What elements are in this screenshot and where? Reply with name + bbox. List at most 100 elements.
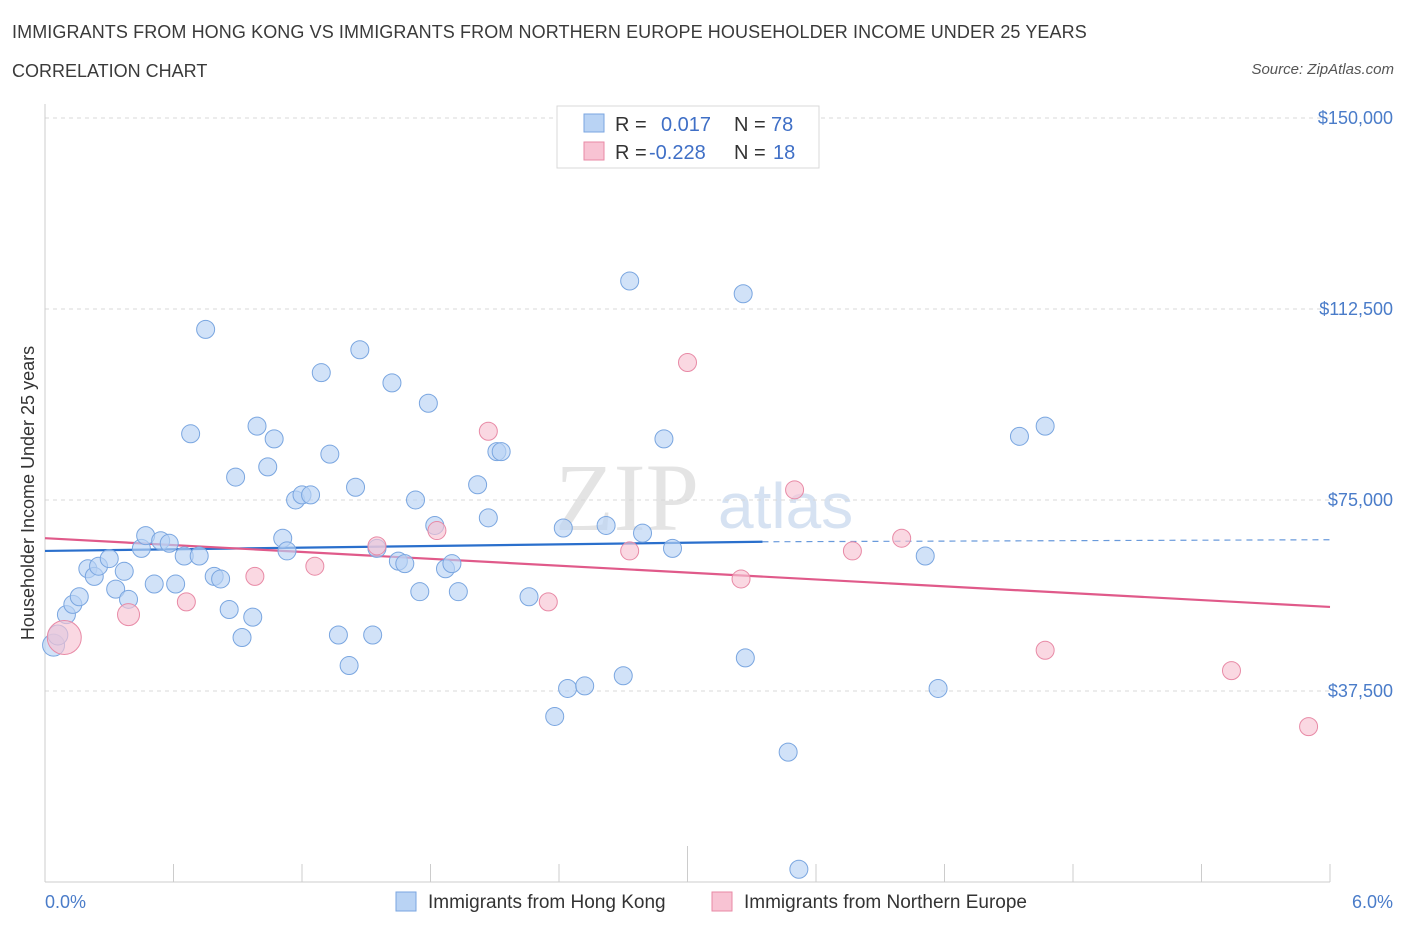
x-tick-label-1: 6.0% [1352, 892, 1393, 912]
point-northern-europe-8 [538, 592, 558, 612]
point-hong-kong-9 [106, 579, 126, 599]
point-northern-europe-1 [117, 603, 141, 627]
x-tick-labels: 0.0% 6.0% [45, 892, 1393, 912]
point-northern-europe-16 [1221, 661, 1241, 681]
point-hong-kong-70 [735, 648, 755, 668]
point-hong-kong-30 [264, 429, 284, 449]
point-northern-europe-13 [842, 541, 862, 561]
axes [44, 104, 1331, 883]
watermark: ZIP atlas [555, 444, 853, 551]
point-hong-kong-44 [382, 373, 402, 393]
point-hong-kong-35 [301, 485, 321, 505]
point-hong-kong-61 [558, 678, 578, 698]
y-axis-label: Householder Income Under 25 years [18, 346, 38, 640]
point-northern-europe-14 [892, 528, 912, 548]
y-tick-label-3: $150,000 [1318, 108, 1393, 128]
legend-swatch-northern-europe [583, 141, 605, 161]
gridlines [45, 117, 1330, 692]
point-hong-kong-37 [320, 444, 340, 464]
legend-swatch-hong-kong [583, 113, 605, 133]
point-northern-europe-6 [427, 521, 447, 541]
point-hong-kong-62 [575, 676, 595, 696]
point-northern-europe-15 [1035, 640, 1055, 660]
point-hong-kong-28 [247, 416, 267, 436]
legend-n-label-1: N = [734, 114, 766, 136]
legend-n-value-2: 18 [773, 142, 795, 164]
point-hong-kong-26 [232, 628, 252, 648]
y-tick-label-0: $37,500 [1328, 681, 1393, 701]
point-hong-kong-69 [733, 284, 753, 304]
point-northern-europe-2 [176, 592, 196, 612]
point-hong-kong-58 [519, 587, 539, 607]
point-hong-kong-54 [468, 475, 488, 495]
point-hong-kong-60 [553, 518, 573, 538]
stats-legend: R = 0.017 N = 78 R = -0.228 N = 18 [556, 105, 820, 169]
point-hong-kong-46 [395, 554, 415, 574]
point-hong-kong-23 [211, 569, 231, 589]
watermark-zip: ZIP [555, 444, 699, 551]
point-hong-kong-59 [545, 706, 565, 726]
point-hong-kong-17 [166, 574, 186, 594]
point-hong-kong-8 [99, 549, 119, 569]
point-hong-kong-19 [181, 424, 201, 444]
point-hong-kong-76 [1035, 416, 1055, 436]
point-northern-europe-12 [785, 480, 805, 500]
point-hong-kong-16 [159, 533, 179, 553]
point-hong-kong-41 [350, 340, 370, 360]
point-hong-kong-66 [633, 523, 653, 543]
point-hong-kong-36 [311, 363, 331, 383]
point-hong-kong-57 [491, 442, 511, 462]
point-hong-kong-75 [1009, 426, 1029, 446]
point-hong-kong-53 [448, 582, 468, 602]
y-tick-labels: $37,500 $75,000 $112,500 $150,000 [1318, 108, 1393, 701]
data-points [42, 271, 1319, 879]
point-hong-kong-32 [277, 541, 297, 561]
legend-r-value-2: -0.228 [649, 142, 706, 164]
point-hong-kong-73 [915, 546, 935, 566]
legend-r-label-2: R = [615, 142, 647, 164]
point-hong-kong-40 [346, 477, 366, 497]
chart-subtitle: CORRELATION CHART [12, 61, 208, 81]
point-hong-kong-48 [410, 582, 430, 602]
point-hong-kong-29 [258, 457, 278, 477]
point-hong-kong-52 [442, 554, 462, 574]
point-northern-europe-17 [1299, 717, 1319, 737]
point-hong-kong-21 [196, 319, 216, 339]
point-northern-europe-9 [620, 541, 640, 561]
legend-r-label-1: R = [615, 114, 647, 136]
y-tick-label-1: $75,000 [1328, 490, 1393, 510]
point-hong-kong-4 [69, 587, 89, 607]
trend-line-northern-europe [44, 537, 1331, 609]
point-hong-kong-72 [789, 859, 809, 879]
point-hong-kong-64 [613, 666, 633, 686]
point-northern-europe-3 [245, 566, 265, 586]
watermark-atlas: atlas [718, 470, 853, 542]
point-hong-kong-55 [478, 508, 498, 528]
point-hong-kong-24 [219, 600, 239, 620]
point-hong-kong-42 [363, 625, 383, 645]
point-hong-kong-27 [243, 607, 263, 627]
legend-n-value-1: 78 [771, 114, 793, 136]
point-hong-kong-67 [654, 429, 674, 449]
point-northern-europe-11 [731, 569, 751, 589]
series-legend-swatch-hong-kong [395, 891, 417, 912]
source-credit: Source: ZipAtlas.com [1251, 61, 1394, 78]
series-legend-swatch-northern-europe [711, 891, 733, 912]
point-hong-kong-20 [189, 546, 209, 566]
point-hong-kong-14 [144, 574, 164, 594]
point-hong-kong-38 [328, 625, 348, 645]
legend-r-value-1: 0.017 [661, 114, 711, 136]
point-northern-europe-10 [678, 352, 697, 372]
x-tick-label-0: 0.0% [45, 892, 86, 912]
series-legend-label-hong-kong: Immigrants from Hong Kong [428, 892, 666, 913]
point-hong-kong-39 [339, 656, 359, 676]
point-northern-europe-7 [478, 421, 498, 441]
point-hong-kong-25 [226, 467, 246, 487]
point-northern-europe-5 [367, 536, 387, 556]
point-hong-kong-65 [620, 271, 640, 291]
legend-n-label-2: N = [734, 142, 766, 164]
point-hong-kong-10 [114, 561, 134, 581]
point-northern-europe-0 [46, 620, 82, 656]
chart-title: IMMIGRANTS FROM HONG KONG VS IMMIGRANTS … [12, 22, 1087, 42]
